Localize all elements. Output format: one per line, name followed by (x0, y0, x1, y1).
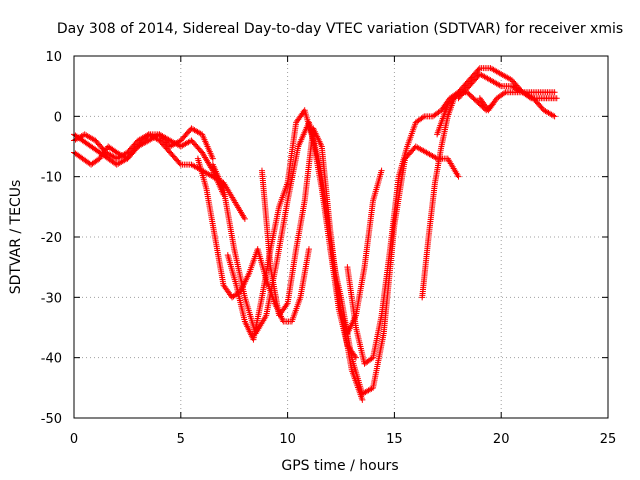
y-tick-label: -10 (41, 171, 62, 186)
series-track-12 (455, 71, 558, 102)
x-tick-label: 0 (70, 432, 78, 447)
x-axis-label: GPS time / hours (281, 458, 398, 474)
data-point (553, 95, 560, 102)
series-track-4 (194, 155, 312, 325)
data-point (455, 173, 462, 180)
x-tick-label: 25 (600, 432, 617, 447)
x-tick-label: 20 (493, 432, 510, 447)
series-track-9 (344, 89, 462, 367)
series-track-10 (419, 89, 496, 301)
series-track-13 (476, 89, 560, 114)
x-tick-label: 10 (279, 432, 296, 447)
x-tick-label: 5 (177, 432, 185, 447)
data-point (241, 215, 248, 222)
data-point (551, 113, 558, 120)
data-point (144, 132, 151, 139)
data-point (209, 155, 216, 162)
gridlines (74, 56, 608, 418)
y-tick-label: -30 (41, 291, 62, 306)
data-point (501, 90, 508, 97)
data-point (419, 114, 426, 121)
chart-title: Day 308 of 2014, Sidereal Day-to-day VTE… (57, 21, 623, 37)
y-tick-label: -50 (41, 412, 62, 427)
data-point (551, 89, 558, 96)
data-point (305, 246, 312, 253)
series-track-6 (224, 107, 359, 361)
data-point (475, 66, 482, 73)
y-tick-label: -20 (41, 231, 62, 246)
data-point (176, 160, 183, 167)
series-track-1 (71, 131, 248, 222)
series-track-7 (258, 125, 385, 337)
data-point (526, 94, 533, 101)
x-tick-label: 15 (386, 432, 403, 447)
data-point (359, 396, 366, 403)
y-axis-label: SDTVAR / TECUs (8, 180, 24, 295)
y-tick-label: 10 (45, 50, 62, 65)
y-tick-label: -40 (41, 352, 62, 367)
data-points (71, 65, 560, 403)
data-point (378, 167, 385, 174)
axis-ticks: 0 5 10 15 20 25 -50 -40 -30 -20 -10 0 10 (41, 50, 617, 447)
series-track-11 (434, 65, 558, 138)
y-tick-label: 0 (54, 110, 62, 125)
